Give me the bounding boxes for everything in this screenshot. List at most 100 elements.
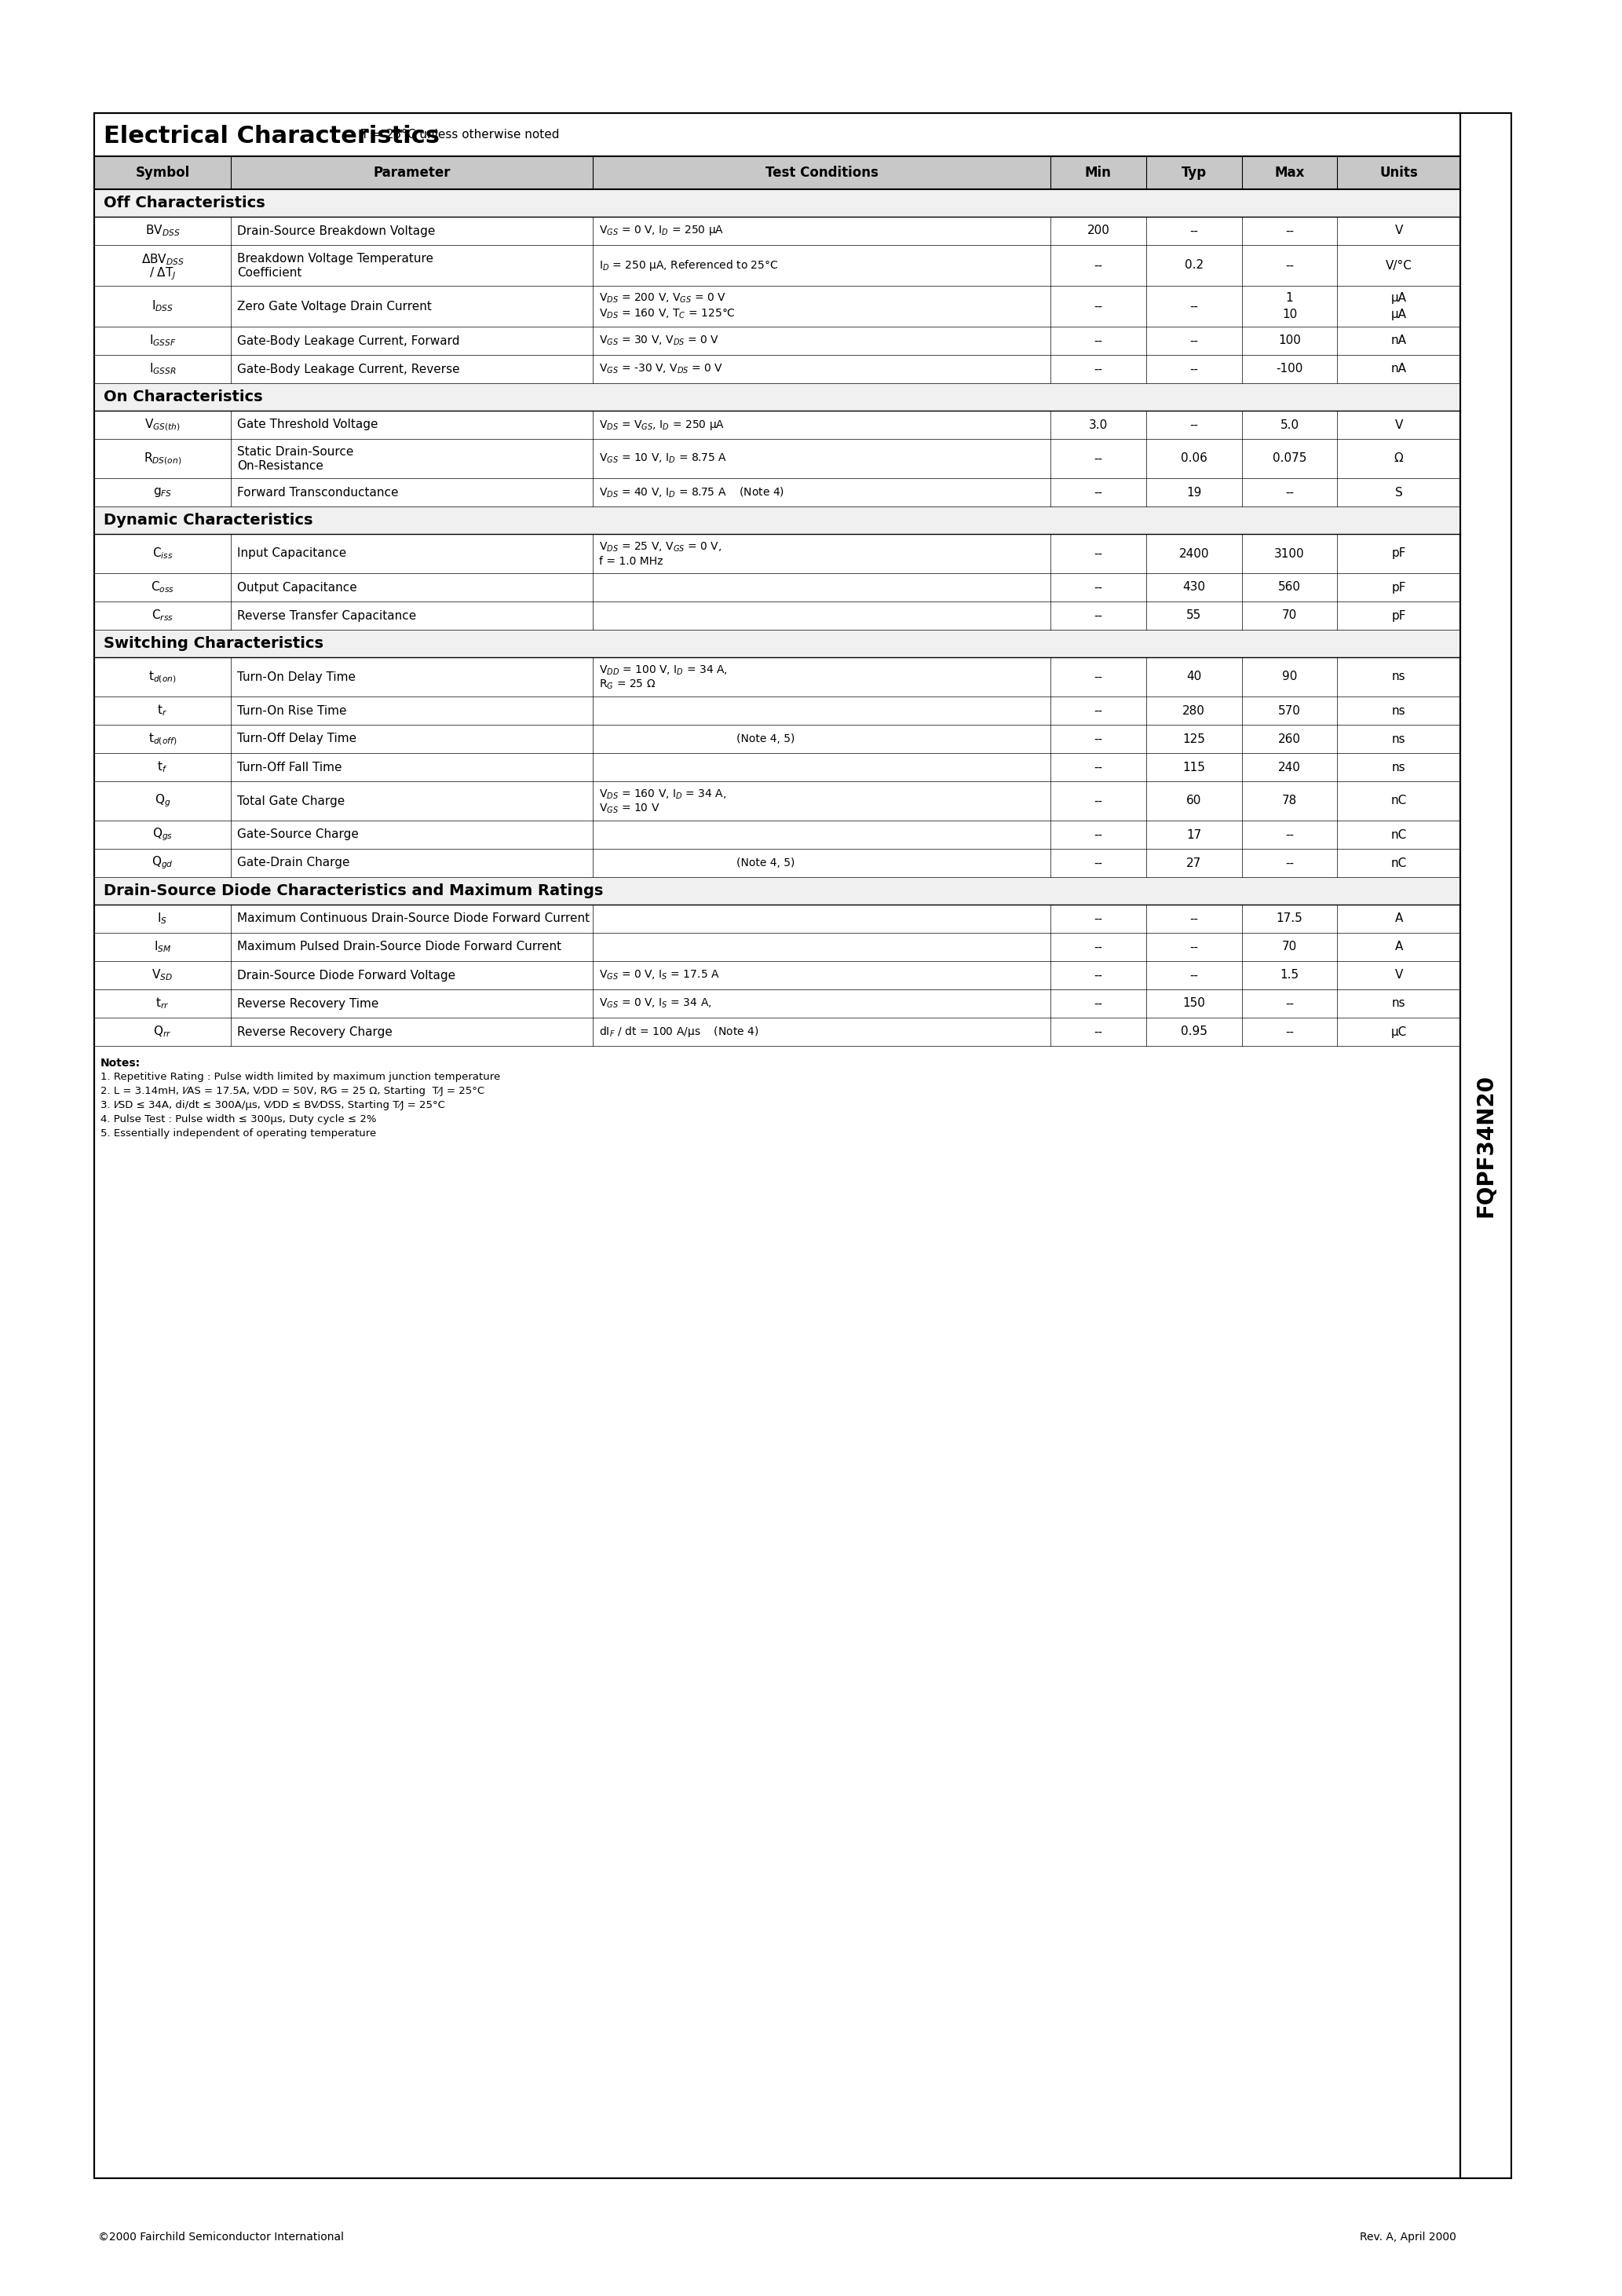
Text: V$_{GS}$ = -30 V, V$_{DS}$ = 0 V: V$_{GS}$ = -30 V, V$_{DS}$ = 0 V [599,363,723,377]
Text: 2. L = 3.14mH, I⁄AS = 17.5A, V⁄DD = 50V, R⁄G = 25 Ω, Starting  T⁄J = 25°C: 2. L = 3.14mH, I⁄AS = 17.5A, V⁄DD = 50V,… [101,1086,485,1095]
Text: FQPF34N20: FQPF34N20 [1474,1075,1497,1217]
Text: Q$_{gs}$: Q$_{gs}$ [152,827,174,843]
Text: V$_{DS}$ = 25 V, V$_{GS}$ = 0 V,: V$_{DS}$ = 25 V, V$_{GS}$ = 0 V, [599,540,722,553]
Text: 0.075: 0.075 [1273,452,1307,464]
Text: V: V [1395,418,1403,432]
Text: 90: 90 [1281,670,1298,682]
Bar [1460,113,1512,2179]
Text: 17.5: 17.5 [1277,914,1302,925]
Text: g$_{FS}$: g$_{FS}$ [152,487,172,498]
Text: Drain-Source Diode Forward Voltage: Drain-Source Diode Forward Voltage [237,969,456,980]
Text: 40: 40 [1186,670,1202,682]
Text: nC: nC [1390,856,1406,868]
Text: --: -- [1093,549,1103,560]
Text: 19: 19 [1186,487,1202,498]
Text: V$_{GS}$ = 0 V, I$_{S}$ = 17.5 A: V$_{GS}$ = 0 V, I$_{S}$ = 17.5 A [599,969,720,983]
Text: --: -- [1093,452,1103,464]
Bar [94,507,1460,535]
Text: V$_{DS}$ = 40 V, I$_{D}$ = 8.75 A    (Note 4): V$_{DS}$ = 40 V, I$_{D}$ = 8.75 A (Note … [599,484,785,498]
Text: C$_{iss}$: C$_{iss}$ [152,546,174,560]
Text: t$_{f}$: t$_{f}$ [157,760,167,774]
Text: 2400: 2400 [1179,549,1208,560]
Text: V$_{DS}$ = 160 V, I$_{D}$ = 34 A,: V$_{DS}$ = 160 V, I$_{D}$ = 34 A, [599,788,727,801]
Text: Maximum Pulsed Drain-Source Diode Forward Current: Maximum Pulsed Drain-Source Diode Forwar… [237,941,561,953]
Text: Turn-Off Fall Time: Turn-Off Fall Time [237,762,342,774]
Text: --: -- [1285,999,1294,1010]
Text: ns: ns [1392,705,1406,716]
Text: V$_{GS}$ = 0 V, I$_{S}$ = 34 A,: V$_{GS}$ = 0 V, I$_{S}$ = 34 A, [599,996,712,1010]
Text: 10: 10 [1281,308,1298,321]
Text: Zero Gate Voltage Drain Current: Zero Gate Voltage Drain Current [237,301,431,312]
Text: ΔBV$_{DSS}$: ΔBV$_{DSS}$ [141,253,183,266]
Text: T⁣ = 25°C unless otherwise noted: T⁣ = 25°C unless otherwise noted [362,129,560,140]
Text: nA: nA [1392,335,1406,347]
Text: --: -- [1189,301,1199,312]
Text: --: -- [1093,794,1103,806]
Text: I$_{DSS}$: I$_{DSS}$ [151,298,174,315]
Text: V: V [1395,225,1403,236]
Text: 1.5: 1.5 [1280,969,1299,980]
Text: --: -- [1093,969,1103,980]
Text: V$_{GS}$ = 10 V: V$_{GS}$ = 10 V [599,801,660,815]
Text: BV$_{DSS}$: BV$_{DSS}$ [144,223,180,239]
Text: S: S [1395,487,1403,498]
Text: 70: 70 [1281,941,1298,953]
Text: --: -- [1189,363,1199,374]
Text: Output Capacitance: Output Capacitance [237,581,357,592]
Text: 260: 260 [1278,732,1301,744]
Text: Notes:: Notes: [101,1058,141,1068]
Text: dI$_{F}$ / dt = 100 A/μs    (Note 4): dI$_{F}$ / dt = 100 A/μs (Note 4) [599,1024,759,1038]
Text: --: -- [1093,1026,1103,1038]
Text: 1: 1 [1286,292,1293,303]
Text: 0.2: 0.2 [1184,259,1204,271]
Text: 430: 430 [1182,581,1205,592]
Text: Turn-On Delay Time: Turn-On Delay Time [237,670,355,682]
Text: 570: 570 [1278,705,1301,716]
Text: 70: 70 [1281,611,1298,622]
Text: V$_{DS}$ = 200 V, V$_{GS}$ = 0 V: V$_{DS}$ = 200 V, V$_{GS}$ = 0 V [599,292,727,305]
Text: 0.95: 0.95 [1181,1026,1207,1038]
Text: Breakdown Voltage Temperature: Breakdown Voltage Temperature [237,253,433,264]
Text: Reverse Recovery Time: Reverse Recovery Time [237,999,378,1010]
Text: pF: pF [1392,581,1406,592]
Text: 3.0: 3.0 [1088,418,1108,432]
Bar [94,188,1460,216]
Text: Reverse Transfer Capacitance: Reverse Transfer Capacitance [237,611,417,622]
Text: Static Drain-Source: Static Drain-Source [237,445,354,457]
Text: ns: ns [1392,732,1406,744]
Text: Ω: Ω [1395,452,1403,464]
Text: R$_{G}$ = 25 Ω: R$_{G}$ = 25 Ω [599,677,655,691]
Text: --: -- [1093,581,1103,592]
Text: ns: ns [1392,762,1406,774]
Text: 100: 100 [1278,335,1301,347]
Text: Test Conditions: Test Conditions [766,165,878,179]
Text: ns: ns [1392,670,1406,682]
Text: 560: 560 [1278,581,1301,592]
Text: --: -- [1093,259,1103,271]
Text: A: A [1395,941,1403,953]
Text: V: V [1395,969,1403,980]
Text: I$_{SM}$: I$_{SM}$ [154,939,172,955]
Text: μA: μA [1392,308,1406,321]
Text: t$_{r}$: t$_{r}$ [157,703,167,719]
Text: 17: 17 [1186,829,1202,840]
Text: / ΔT$_{J}$: / ΔT$_{J}$ [149,266,177,282]
Text: Turn-Off Delay Time: Turn-Off Delay Time [237,732,357,744]
Text: ns: ns [1392,999,1406,1010]
Text: --: -- [1285,225,1294,236]
Text: --: -- [1285,856,1294,868]
Text: --: -- [1189,225,1199,236]
Text: --: -- [1093,705,1103,716]
Text: V/°C: V/°C [1385,259,1413,271]
Text: 0.06: 0.06 [1181,452,1207,464]
Text: μA: μA [1392,292,1406,303]
Text: -100: -100 [1277,363,1302,374]
Text: --: -- [1189,914,1199,925]
Text: Turn-On Rise Time: Turn-On Rise Time [237,705,347,716]
Text: --: -- [1189,941,1199,953]
Text: 125: 125 [1182,732,1205,744]
Bar [94,629,1460,657]
Text: --: -- [1093,914,1103,925]
Text: Drain-Source Breakdown Voltage: Drain-Source Breakdown Voltage [237,225,435,236]
Text: --: -- [1189,335,1199,347]
